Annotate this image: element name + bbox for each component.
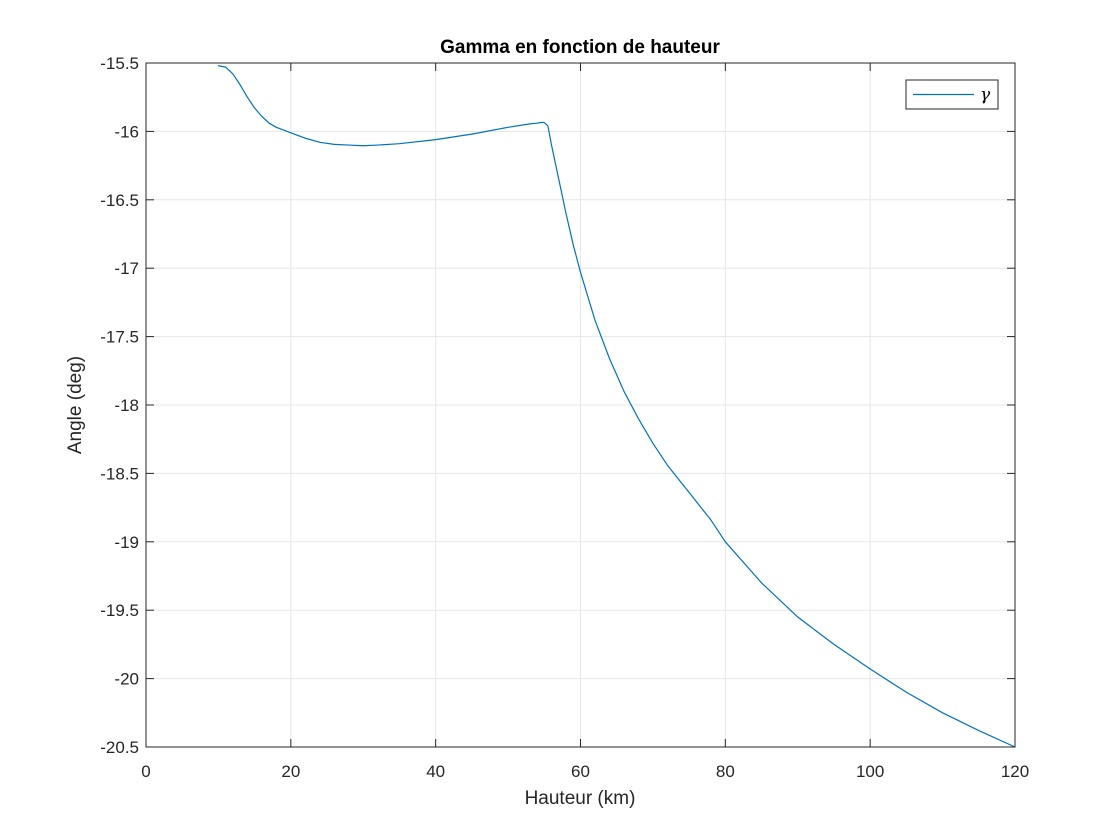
x-tick-label: 100 [856, 762, 884, 781]
y-tick-label: -18 [114, 396, 139, 415]
y-tick-label: -17.5 [100, 328, 139, 347]
y-tick-label: -16.5 [100, 191, 139, 210]
x-tick-label: 80 [716, 762, 735, 781]
y-axis-label: Angle (deg) [65, 356, 86, 454]
y-tick-label: -19.5 [100, 601, 139, 620]
y-tick-label: -20 [114, 670, 139, 689]
x-tick-label: 40 [426, 762, 445, 781]
axes [145, 62, 1016, 748]
x-axis-label: Hauteur (km) [525, 788, 636, 809]
series-group [217, 65, 1016, 748]
y-tick-label: -20.5 [100, 738, 139, 757]
x-tick-label: 60 [571, 762, 590, 781]
x-tick-label: 120 [1001, 762, 1029, 781]
y-tick-label: -16 [114, 122, 139, 141]
chart-title: Gamma en fonction de hauteur [440, 37, 720, 58]
tick-labels: 0 20 40 60 80 100 120 -20.5 -20 -19.5 -19 -18.5 -18 -… [100, 54, 1029, 781]
y-tick-label: -19 [114, 533, 139, 552]
legend-entry-gamma: γ [980, 85, 991, 105]
y-tick-label: -18.5 [100, 464, 139, 483]
x-tick-label: 0 [141, 762, 150, 781]
y-tick-label: -17 [114, 259, 139, 278]
series-line-gamma [217, 65, 1016, 748]
x-tick-label: 20 [281, 762, 300, 781]
y-tick-label: -15.5 [100, 54, 139, 73]
legend: γ [905, 79, 999, 110]
